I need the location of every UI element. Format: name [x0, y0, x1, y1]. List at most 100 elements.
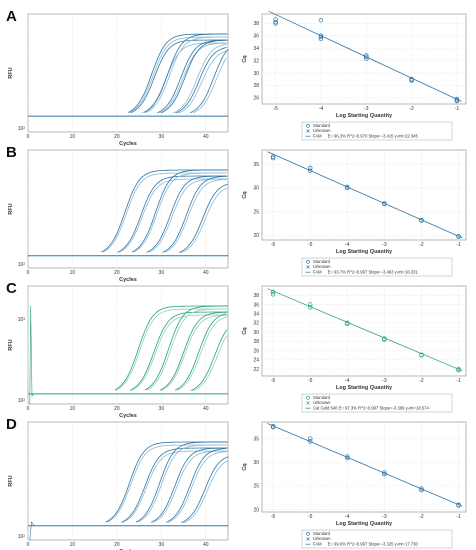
amplification-curve: [143, 33, 227, 113]
x-tick-label: 20: [114, 134, 120, 140]
x-tick-label: -6: [271, 378, 276, 384]
amplification-curve: [133, 172, 227, 253]
y-tick-label: 20: [253, 233, 259, 239]
amplification-curve: [130, 39, 227, 114]
data-point: [270, 154, 276, 159]
panel-label-b: B: [6, 144, 17, 161]
amplification-curve: [144, 305, 228, 391]
data-point: [345, 321, 350, 327]
legend-box: [301, 257, 453, 277]
amplification-curve: [181, 456, 229, 523]
amplification-curve: [173, 43, 227, 114]
data-point: [307, 436, 313, 441]
x-tick-label: -3: [382, 378, 387, 384]
y-tick-label: 30: [253, 71, 259, 77]
x-tick-label: -2: [419, 242, 424, 248]
legend-text: FAM E= 93.7% R^2=0.997 Slope=-3.463 y-int…: [313, 269, 418, 274]
x-tick-label: -4: [319, 106, 324, 112]
amplification-curve: [164, 178, 227, 253]
x-tick-label: 10: [70, 134, 76, 140]
legend-text: Unknown: [313, 128, 331, 133]
data-point: [273, 19, 278, 25]
legend-text: Unknown: [313, 400, 331, 405]
fit-line: [267, 423, 463, 507]
x-tick-label: -3: [364, 106, 369, 112]
y-tick-label: 34: [253, 46, 259, 52]
y-tick-label: 35: [253, 162, 259, 168]
x-tick-label: -5: [273, 106, 278, 112]
plot-frame: [27, 421, 229, 541]
amplification-curve: [146, 308, 227, 391]
x-tick-label: -1: [456, 514, 461, 520]
standard-curve-a: -5 -4 -3 -2 -1 26 28 30 32 34 36 38 Log Starting Qua…: [242, 10, 467, 141]
x-axis-label: Log Starting Quantity: [336, 521, 393, 527]
x-tick-label: -1: [456, 242, 461, 248]
legend-dye: FAM: [313, 269, 322, 274]
amplification-curve: [130, 311, 228, 391]
x-tick-label: -5: [308, 378, 313, 384]
x-axis-label: Cycles: [119, 277, 137, 283]
legend-box: [301, 121, 453, 141]
data-point: [364, 56, 369, 61]
x-tick-label: 0: [27, 406, 30, 412]
amplification-curve: [166, 448, 227, 523]
legend-marker-unknown: [306, 265, 310, 269]
legend-text: Standard: [313, 395, 331, 400]
amplification-curve: [146, 175, 227, 253]
amplification-curve: [142, 42, 227, 114]
data-point: [419, 487, 424, 493]
amplification-curve: [157, 39, 227, 114]
plot-frame: [261, 13, 467, 105]
legend-marker-standard: [306, 531, 310, 536]
data-point: [456, 367, 461, 373]
x-tick-label: 30: [159, 542, 165, 548]
amplification-curve: [158, 42, 229, 114]
amplification-curve: [145, 36, 228, 113]
legend-dye: FAM: [313, 133, 322, 138]
data-point: [270, 424, 276, 430]
amplification-curve: [190, 48, 229, 114]
amplification-curve: [161, 39, 228, 114]
x-tick-label: -1: [456, 378, 461, 384]
y-tick-label: 25: [253, 484, 259, 490]
data-point: [382, 201, 387, 207]
legend-fit-stats: E= 99.9% R^2=0.997 Slope=-3.325 y-int=17…: [328, 541, 419, 546]
legend-box: [301, 529, 453, 549]
legend-text: Unknown: [313, 536, 331, 541]
y-tick-label: 28: [253, 83, 259, 89]
y-tick-label: 32: [253, 321, 259, 327]
panel-label-c: C: [6, 280, 17, 297]
amplification-curve: [159, 311, 227, 391]
data-point: [318, 33, 324, 38]
amplification-curve: [193, 335, 228, 392]
data-point: [318, 34, 324, 40]
x-tick-label: -3: [382, 242, 387, 248]
data-point: [382, 470, 387, 475]
data-point: [382, 337, 387, 342]
amplification-curve: [117, 175, 227, 253]
y-tick-label: 30: [253, 330, 259, 336]
standard-curve-d: -6 -5 -4 -3 -2 -1 20 25 30 35 Log Starting Quantit…: [242, 421, 467, 549]
data-point: [307, 304, 313, 310]
y-tick-label: 32: [253, 58, 259, 64]
data-point: [419, 486, 424, 492]
x-tick-label: -4: [345, 242, 350, 248]
y-axis-label: Cq: [242, 191, 248, 198]
data-point: [307, 439, 313, 444]
data-point: [382, 471, 387, 477]
legend-marker-standard: [306, 259, 310, 264]
data-point: [345, 185, 350, 191]
x-tick-label: 10: [70, 406, 76, 412]
legend-marker-standard: [306, 124, 310, 128]
y-tick-label: 35: [253, 436, 259, 442]
x-tick-label: 0: [27, 270, 30, 276]
amplification-curve: [178, 183, 229, 253]
amplification-curve: [152, 450, 227, 523]
legend-text: Standard: [313, 123, 331, 128]
amplification-plot-c: 0 10 20 30 40 10³ 10² Cycles RFU: [8, 285, 229, 419]
x-axis-label: Log Starting Quantity: [336, 249, 393, 255]
